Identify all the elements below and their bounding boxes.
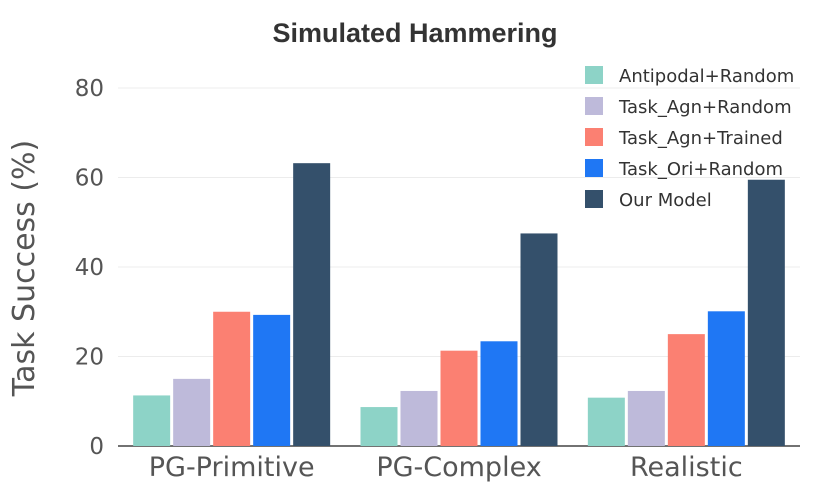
legend-label: Task_Ori+Random: [618, 159, 783, 180]
legend-label: Task_Agn+Random: [618, 97, 792, 118]
legend-swatch: [585, 66, 603, 84]
legend-label: Our Model: [619, 190, 712, 211]
y-tick-label: 60: [75, 166, 104, 192]
legend-label: Antipodal+Random: [619, 66, 794, 87]
bar-our-model-pg-primitive: [293, 163, 331, 446]
y-ticks: 0 20 40 60 80: [75, 76, 104, 460]
x-category-label: Realistic: [630, 452, 743, 483]
legend-label: Task_Agn+Trained: [618, 128, 783, 149]
bar-antipodal-random-pg-primitive: [133, 395, 171, 446]
bar-task-agn-trained-pg-primitive: [213, 311, 251, 446]
legend-swatch: [585, 190, 603, 208]
legend-swatch: [585, 128, 603, 146]
x-category-label: PG-Primitive: [149, 452, 315, 483]
bar-antipodal-random-pg-complex: [360, 407, 398, 446]
bar-task-ori-random-pg-primitive: [253, 314, 291, 446]
bar-task-ori-random-realistic: [707, 311, 745, 446]
bar-task-agn-random-realistic: [627, 390, 665, 446]
x-category-label: PG-Complex: [376, 452, 541, 483]
bar-task-agn-trained-pg-complex: [440, 350, 478, 446]
bar-task-ori-random-pg-complex: [480, 341, 518, 446]
bar-task-agn-trained-realistic: [667, 334, 705, 446]
bar-task-agn-random-pg-complex: [400, 390, 438, 446]
bar-our-model-realistic: [747, 179, 785, 447]
y-tick-label: 20: [75, 345, 104, 371]
bar-antipodal-random-realistic: [587, 397, 625, 446]
legend-swatch: [585, 159, 603, 177]
chart-title: Simulated Hammering: [272, 18, 557, 48]
legend-swatch: [585, 97, 603, 115]
y-tick-label: 40: [75, 255, 104, 281]
bars: [133, 163, 785, 447]
bar-our-model-pg-complex: [520, 233, 558, 446]
y-axis-label: Task Success (%): [7, 140, 42, 398]
x-categories: PG-Primitive PG-Complex Realistic: [149, 452, 743, 483]
y-tick-label: 0: [89, 434, 104, 460]
legend: Antipodal+Random Task_Agn+Random Task_Agn+…: [585, 66, 794, 211]
bar-task-agn-random-pg-primitive: [173, 378, 211, 446]
y-tick-label: 80: [75, 76, 104, 102]
